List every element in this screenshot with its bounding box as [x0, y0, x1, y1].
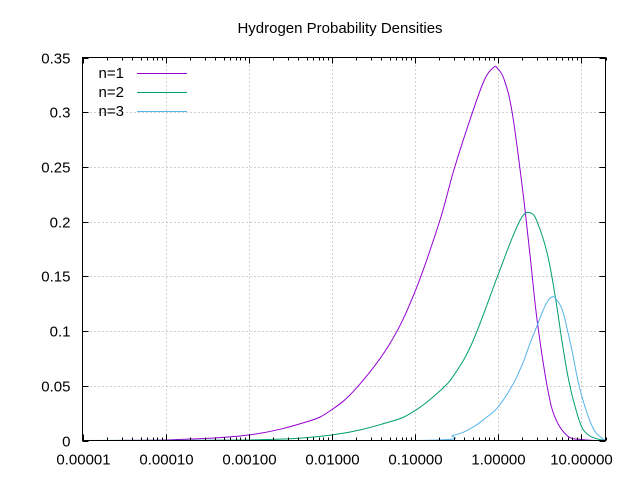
- y-tick-label: 0.2: [50, 215, 71, 232]
- y-tick-label: 0.1: [50, 324, 71, 341]
- x-tick-label: 0.00010: [139, 452, 193, 469]
- y-tick-label: 0.3: [50, 105, 71, 122]
- axis-ticks: [82, 57, 607, 442]
- series-line-2: [82, 211, 606, 441]
- grid-lines: [82, 57, 606, 441]
- y-tick-label: 0.35: [41, 51, 70, 68]
- series-line-1: [82, 65, 606, 441]
- y-tick-label: 0.05: [41, 379, 70, 396]
- x-tick-label: 0.00001: [56, 452, 110, 469]
- chart-title: Hydrogen Probability Densities: [237, 20, 442, 37]
- legend: n=1 n=2 n=3: [99, 65, 187, 120]
- x-tick-label: 0.01000: [305, 452, 359, 469]
- x-tick-label: 1.00000: [471, 452, 525, 469]
- y-tick-label: 0: [62, 434, 70, 451]
- legend-label-2: n=2: [99, 84, 124, 101]
- y-tick-label: 0.15: [41, 269, 70, 286]
- tick-labels: 0 0.05 0.1 0.15 0.2 0.25 0.3 0.35 0.00001 0.00010…: [41, 51, 612, 469]
- plot-frame: [82, 57, 606, 441]
- x-tick-label: 0.00100: [222, 452, 276, 469]
- x-tick-label: 10.00000: [550, 452, 613, 469]
- series-line-3: [82, 296, 606, 442]
- series-lines: [82, 65, 606, 442]
- legend-label-3: n=3: [99, 103, 124, 120]
- legend-label-1: n=1: [99, 65, 124, 82]
- x-tick-label: 0.10000: [388, 452, 442, 469]
- y-tick-label: 0.25: [41, 160, 70, 177]
